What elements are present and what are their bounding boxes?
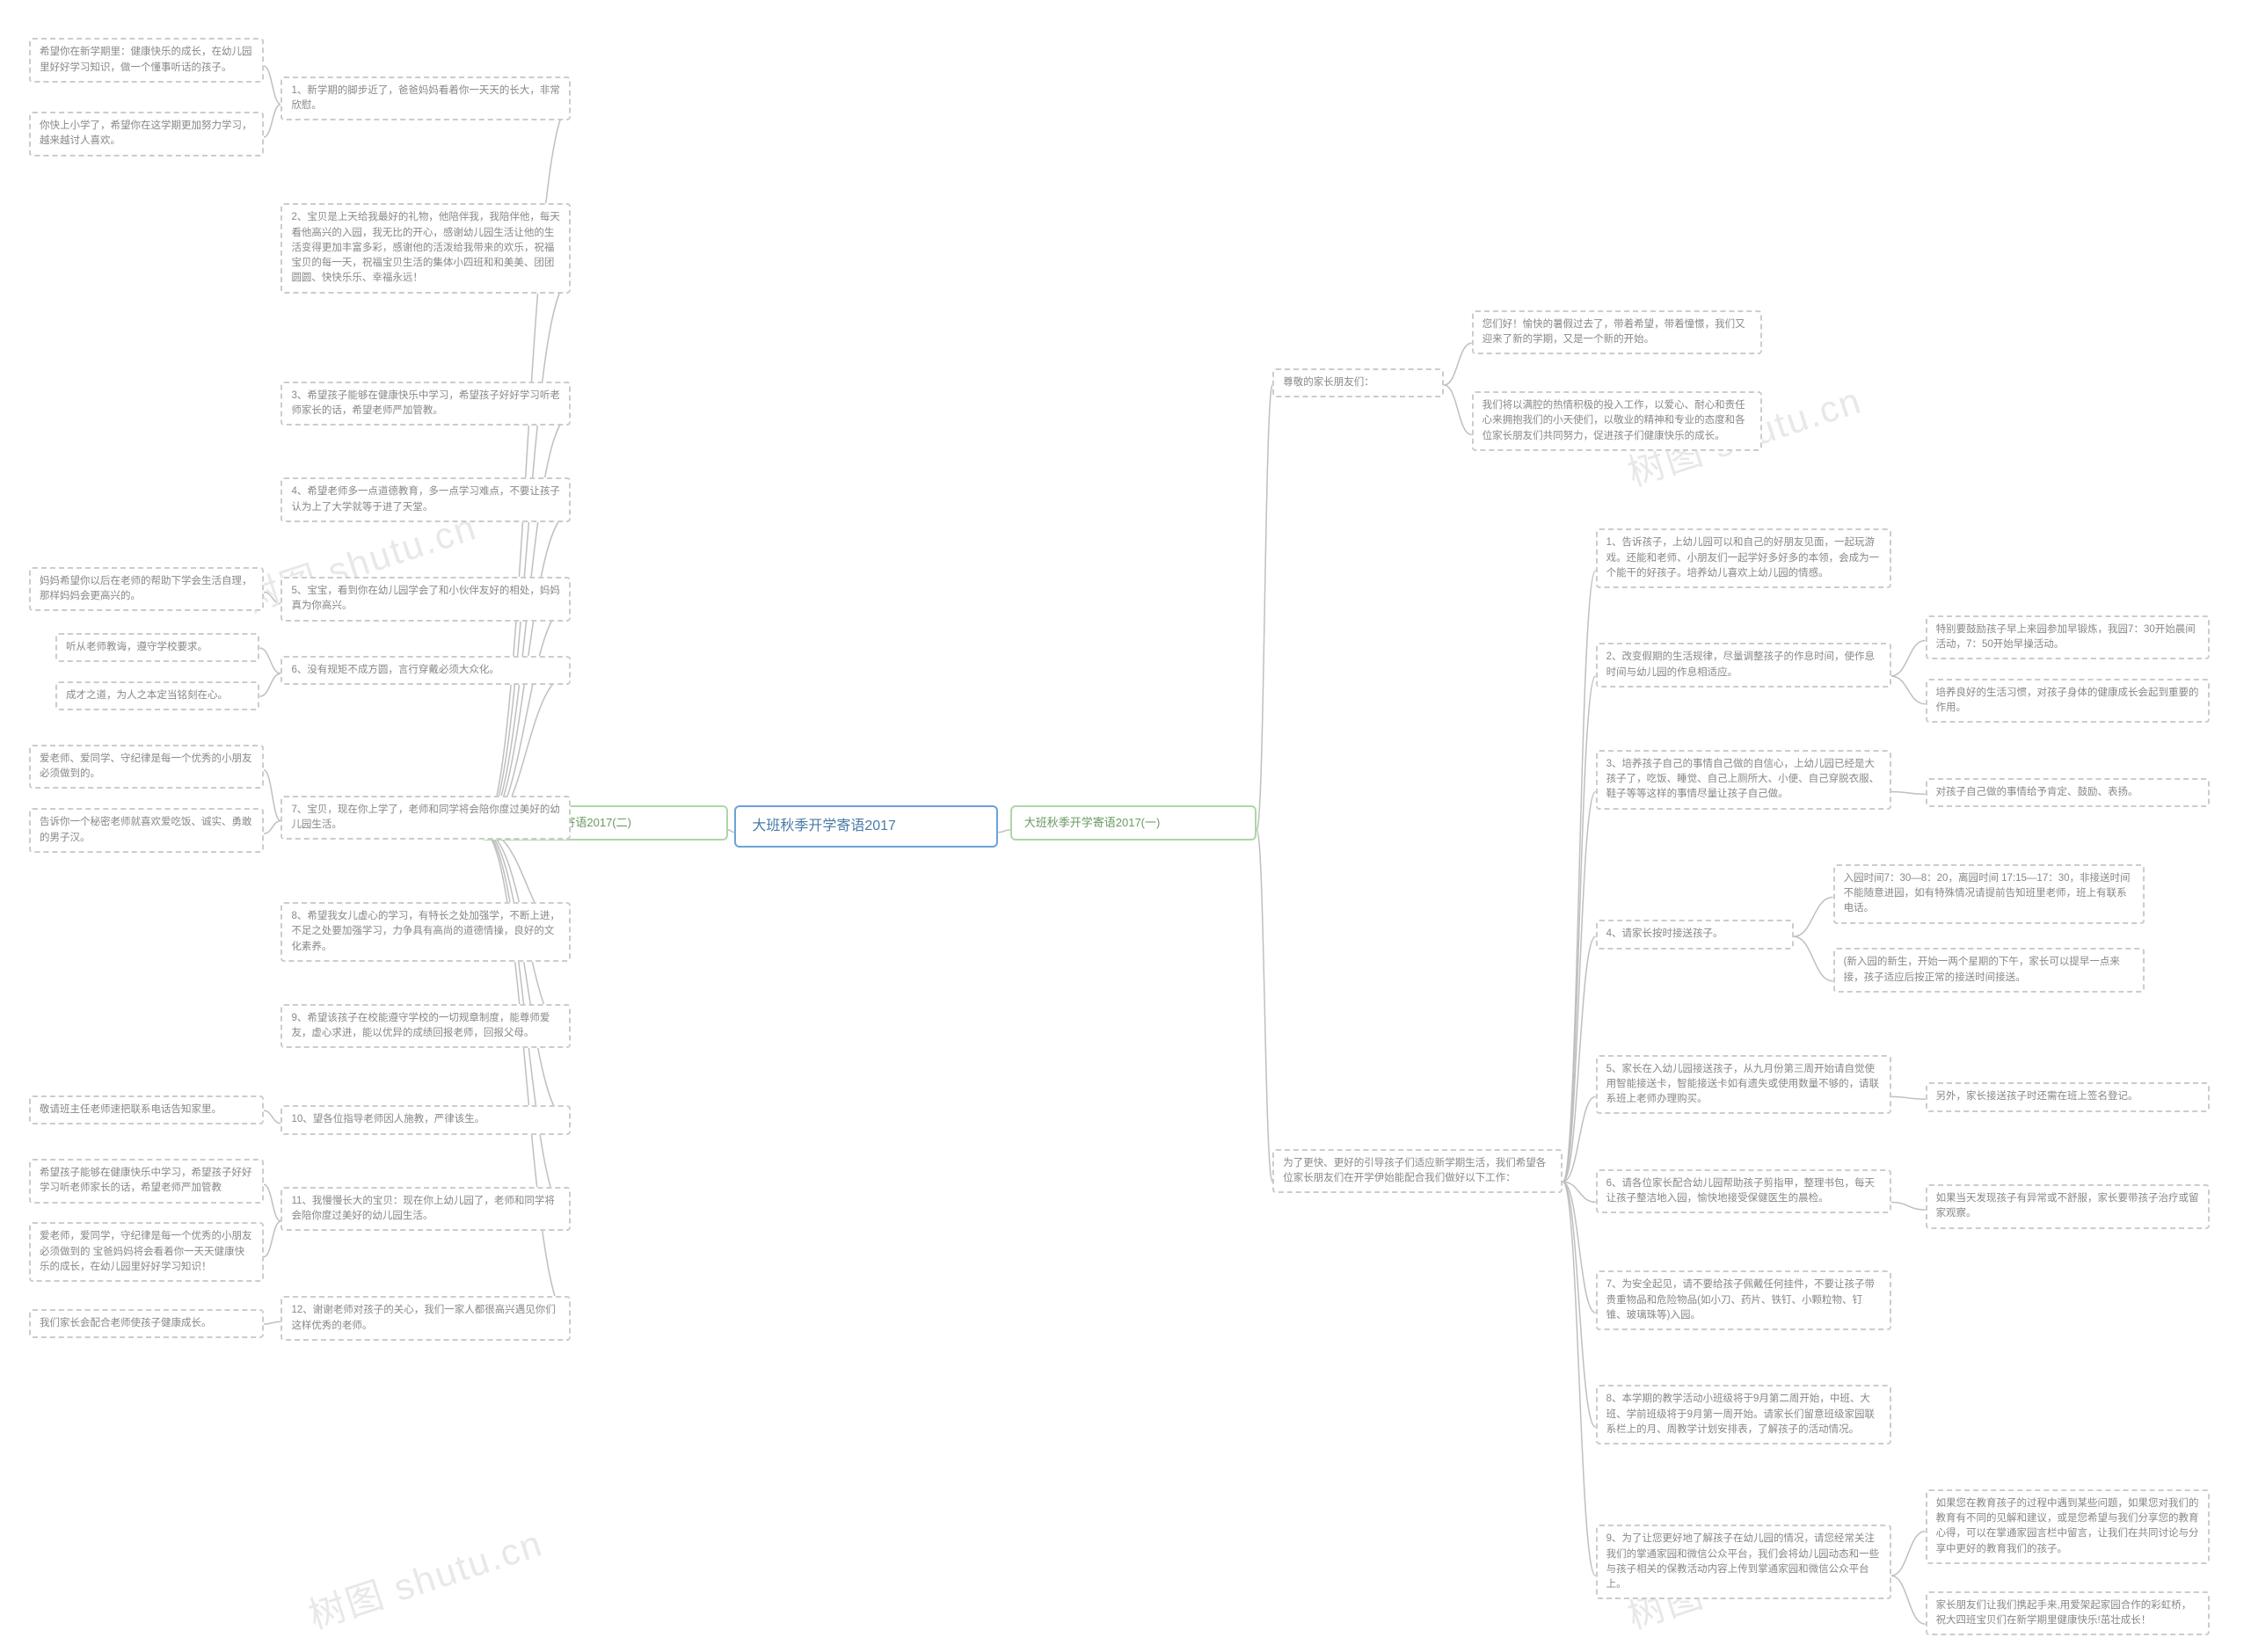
mindmap-node: 5、宝宝，看到你在幼儿园学会了和小伙伴友好的相处，妈妈真为你高兴。 [280,577,571,622]
mindmap-node: 告诉你一个秘密老师就喜欢爱吃饭、诚实、勇敢的男子汉。 [29,808,264,853]
mindmap-node: 3、培养孩子自己的事情自己做的自信心，上幼儿园已经是大孩子了，吃饭、睡觉、自己上… [1596,750,1891,810]
mindmap-node: 为了更快、更好的引导孩子们适应新学期生活，我们希望各位家长朋友们在开学伊始能配合… [1272,1149,1563,1194]
mindmap-node: 您们好！愉快的暑假过去了，带着希望，带着憧憬，我们又迎来了新的学期，又是一个新的… [1472,310,1762,355]
mindmap-node: 7、宝贝，现在你上学了，老师和同学将会陪你度过美好的幼儿园生活。 [280,796,571,841]
mindmap-node: 入园时间7：30—8：20，离园时间 17:15—17：30，非接送时间不能随意… [1833,864,2145,924]
mindmap-node: 1、告诉孩子，上幼儿园可以和自己的好朋友见面，一起玩游戏。还能和老师、小朋友们一… [1596,528,1891,588]
mindmap-node: 另外，家长接送孩子时还需在班上签名登记。 [1926,1082,2211,1111]
mindmap-node: 1、新学期的脚步近了，爸爸妈妈看着你一天天的长大，非常欣慰。 [280,76,571,121]
mindmap-node: 10、望各位指导老师因人施教，严律该生。 [280,1105,571,1134]
mindmap-node: 大班秋季开学寄语2017 [734,805,998,848]
mindmap-node: 大班秋季开学寄语2017(一) [1010,805,1257,841]
mindmap-node: 如果您在教育孩子的过程中遇到某些问题，如果您对我们的教育有不同的见解和建议，或是… [1926,1489,2211,1564]
mindmap-node: 敬请班主任老师速把联系电话告知家里。 [29,1095,264,1124]
watermark: 树图 shutu.cn [301,1514,549,1640]
mindmap-node: 4、请家长按时接送孩子。 [1596,920,1794,949]
mindmap-node: 5、家长在入幼儿园接送孩子，从九月份第三周开始请自觉使用智能接送卡，智能接送卡如… [1596,1055,1891,1115]
mindmap-node: 3、希望孩子能够在健康快乐中学习，希望孩子好好学习听老师家长的话，希望老师严加管… [280,382,571,426]
mindmap-node: 特别要鼓励孩子早上来园参加早锻炼，我园7：30开始晨间活动，7：50开始早操活动… [1926,615,2211,660]
mindmap-node: 成才之道，为人之本定当铭刻在心。 [55,681,259,710]
mindmap-node: 希望你在新学期里：健康快乐的成长，在幼儿园里好好学习知识，做一个懂事听话的孩子。 [29,38,264,83]
mindmap-node: 对孩子自己做的事情给予肯定、鼓励、表扬。 [1926,778,2211,807]
mindmap-node: 2、宝贝是上天给我最好的礼物，他陪伴我，我陪伴他，每天看他高兴的入园，我无比的开… [280,203,571,293]
mindmap-node: 妈妈希望你以后在老师的帮助下学会生活自理，那样妈妈会更高兴的。 [29,567,264,612]
mindmap-node: 8、本学期的教学活动小班级将于9月第二周开始，中班、大班、学前班级将于9月第一周… [1596,1385,1891,1445]
mindmap-node: 听从老师教诲，遵守学校要求。 [55,633,259,662]
mindmap-node: 尊敬的家长朋友们： [1272,368,1444,397]
mindmap-node: 6、没有规矩不成方圆，言行穿戴必须大众化。 [280,656,571,685]
mindmap-node: 我们将以满腔的热情积极的投入工作，以爱心、耐心和责任心来拥抱我们的小天使们，以敬… [1472,391,1762,451]
mindmap-node: 我们家长会配合老师使孩子健康成长。 [29,1309,264,1338]
mindmap-node: 4、希望老师多一点道德教育，多一点学习难点，不要让孩子认为上了大学就等于进了天堂… [280,477,571,522]
mindmap-node: 爱老师，爱同学，守纪律是每一个优秀的小朋友必须做到的 宝爸妈妈将会看着你一天天健… [29,1222,264,1282]
mindmap-node: 2、改变假期的生活规律，尽量调整孩子的作息时间，使作息时间与幼儿园的作息相适应。 [1596,643,1891,688]
mindmap-node: 培养良好的生活习惯，对孩子身体的健康成长会起到重要的作用。 [1926,679,2211,724]
mindmap-node: 你快上小学了，希望你在这学期更加努力学习，越来越讨人喜欢。 [29,112,264,156]
mindmap-node: 9、希望该孩子在校能遵守学校的一切规章制度，能尊师爱友，虚心求进，能以优异的成绩… [280,1004,571,1049]
mindmap-node: 家长朋友们让我们携起手来,用爱架起家园合作的彩虹桥，祝大四班宝贝们在新学期里健康… [1926,1591,2211,1636]
mindmap-node: (新入园的新生，开始一两个星期的下午，家长可以提早一点来接，孩子适应后按正常的接… [1833,948,2145,993]
mindmap-node: 如果当天发现孩子有异常或不舒服，家长要带孩子治疗或留家观察。 [1926,1184,2211,1229]
mindmap-node: 12、谢谢老师对孩子的关心，我们一家人都很高兴遇见你们这样优秀的老师。 [280,1296,571,1341]
mindmap-node: 6、请各位家长配合幼儿园帮助孩子剪指甲，整理书包，每天让孩子整洁地入园，愉快地接… [1596,1169,1891,1214]
mindmap-node: 希望孩子能够在健康快乐中学习，希望孩子好好学习听老师家长的话，希望老师严加管教 [29,1159,264,1204]
mindmap-node: 9、为了让您更好地了解孩子在幼儿园的情况，请您经常关注我们的掌通家园和微信公众平… [1596,1525,1891,1599]
mindmap-node: 11、我慢慢长大的宝贝：现在你上幼儿园了，老师和同学将会陪你度过美好的幼儿园生活… [280,1187,571,1232]
mindmap-node: 7、为安全起见，请不要给孩子佩戴任何挂件，不要让孩子带贵重物品和危险物品(如小刀… [1596,1270,1891,1330]
mindmap-node: 爱老师、爱同学、守纪律是每一个优秀的小朋友必须做到的。 [29,745,264,790]
mindmap-node: 8、希望我女儿虚心的学习，有特长之处加强学，不断上进，不足之处要加强学习，力争具… [280,902,571,962]
